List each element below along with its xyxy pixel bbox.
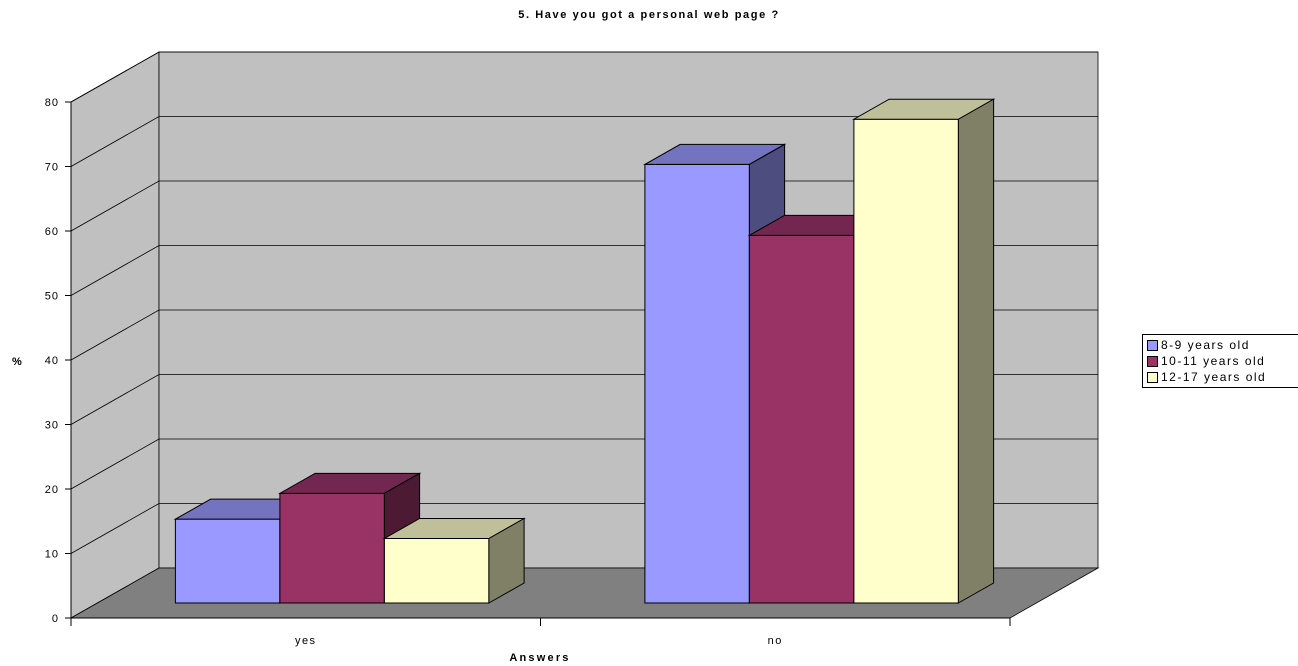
y-tick-label: 70: [45, 162, 59, 174]
legend-item: 12-17 years old: [1147, 369, 1298, 385]
bar-front: [853, 118, 959, 604]
bar-side: [488, 517, 525, 604]
y-tick-label: 60: [45, 226, 59, 238]
y-tick-label: 30: [45, 420, 59, 432]
x-tick-label: yes: [295, 635, 317, 647]
legend-swatch: [1147, 339, 1158, 351]
legend-swatch: [1147, 355, 1158, 367]
y-tick-label: 10: [45, 549, 59, 561]
y-tick-label: 80: [45, 97, 59, 109]
y-tick-label: 0: [52, 613, 59, 625]
bar-front: [748, 234, 855, 604]
y-tick-label: 50: [45, 291, 59, 303]
legend: 8-9 years old 10-11 years old 12-17 year…: [1142, 334, 1298, 388]
legend-item: 8-9 years old: [1147, 337, 1298, 353]
gridline: [70, 51, 1098, 103]
y-tick-label: 40: [45, 355, 59, 367]
legend-item: 10-11 years old: [1147, 353, 1298, 369]
bar-front: [279, 492, 385, 604]
legend-label: 12-17 years old: [1161, 370, 1267, 384]
bar-front: [644, 163, 750, 604]
chart-title: 5. Have you got a personal web page ?: [518, 9, 780, 21]
bar-front: [174, 518, 281, 604]
gridline: [70, 116, 1098, 167]
legend-label: 8-9 years old: [1161, 338, 1250, 352]
legend-swatch: [1147, 371, 1158, 383]
x-axis-label: Answers: [509, 652, 570, 664]
y-tick-label: 20: [45, 484, 59, 496]
x-tick-label: no: [768, 635, 783, 647]
legend-label: 10-11 years old: [1161, 354, 1266, 368]
bar-front: [383, 538, 490, 604]
bar-side: [957, 98, 995, 604]
y-axis-label: %: [12, 356, 22, 368]
